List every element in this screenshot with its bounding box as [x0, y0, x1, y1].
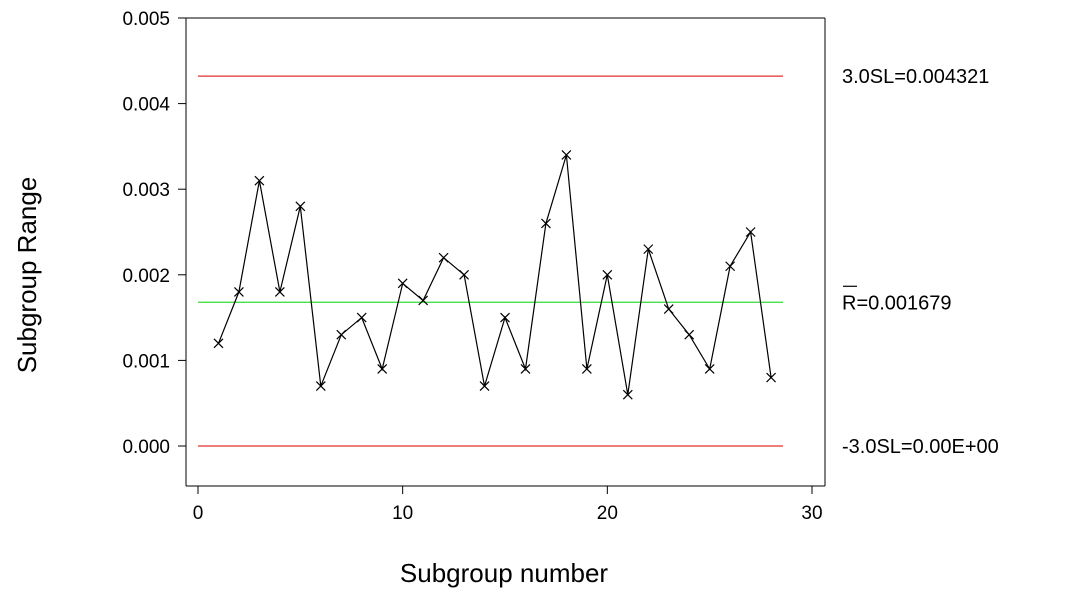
data-point-marker: [581, 364, 592, 374]
marker-stroke: [479, 381, 490, 392]
marker-stroke: [459, 269, 469, 280]
data-point-marker: [234, 286, 244, 297]
data-point-marker: [643, 244, 654, 255]
data-point-marker: [541, 218, 551, 229]
marker-stroke: [766, 372, 776, 383]
data-point-marker: [418, 295, 429, 306]
marker-stroke: [254, 175, 265, 186]
y-tick-label: 0.002: [122, 266, 170, 287]
marker-stroke: [520, 364, 531, 374]
marker-stroke: [581, 364, 592, 374]
y-tick-label: 0.001: [122, 351, 170, 372]
marker-stroke: [438, 252, 449, 263]
data-point-marker: [602, 269, 613, 280]
data-point-marker: [377, 364, 388, 374]
marker-stroke: [704, 364, 715, 374]
data-point-marker: [274, 286, 285, 297]
data-point-marker: [459, 269, 469, 280]
data-point-marker: [315, 381, 326, 392]
marker-stroke: [602, 269, 613, 280]
data-point-marker: [397, 278, 408, 289]
y-tick-label: 0.004: [122, 95, 170, 116]
marker-stroke: [561, 150, 572, 160]
x-tick-label: 10: [392, 503, 413, 524]
data-point-marker: [766, 372, 776, 383]
data-point-marker: [704, 364, 715, 374]
x-tick-label: 20: [597, 503, 618, 524]
series-line: [217, 154, 772, 395]
data-point-marker: [500, 312, 510, 323]
marker-stroke: [684, 329, 695, 340]
marker-stroke: [418, 295, 429, 306]
marker-stroke: [397, 278, 408, 289]
y-axis-title: Subgroup Range: [12, 177, 42, 374]
data-point-marker: [520, 364, 531, 374]
marker-stroke: [663, 304, 674, 314]
y-tick-label: 0.000: [122, 437, 170, 458]
marker-stroke: [213, 338, 224, 349]
x-tick-label: 0: [193, 503, 204, 524]
data-point-marker: [745, 227, 756, 237]
marker-stroke: [725, 261, 736, 272]
reference-line-label: R=0.001679: [842, 292, 952, 314]
data-point-marker: [438, 252, 449, 263]
marker-stroke: [377, 364, 388, 374]
x-axis-title: Subgroup number: [400, 558, 608, 588]
marker-stroke: [745, 227, 756, 237]
marker-stroke: [622, 389, 633, 400]
marker-stroke: [643, 244, 654, 255]
data-point-marker: [295, 201, 306, 212]
data-point-marker: [213, 338, 224, 349]
marker-stroke: [500, 312, 510, 323]
data-point-marker: [479, 381, 490, 392]
y-tick-label: 0.003: [122, 180, 170, 201]
marker-stroke: [336, 329, 347, 340]
marker-stroke: [295, 201, 306, 212]
reference-line-label: 3.0SL=0.004321: [842, 66, 989, 88]
marker-stroke: [541, 218, 551, 229]
marker-stroke: [234, 286, 244, 297]
marker-stroke: [315, 381, 326, 392]
marker-stroke: [274, 286, 285, 297]
data-point-marker: [356, 312, 367, 323]
data-point-marker: [663, 304, 674, 314]
x-tick-label: 30: [801, 503, 822, 524]
data-point-marker: [561, 150, 572, 160]
data-point-marker: [725, 261, 736, 272]
data-point-marker: [622, 389, 633, 400]
data-point-marker: [254, 175, 265, 186]
data-point-marker: [684, 329, 695, 340]
marker-stroke: [356, 312, 367, 323]
data-point-marker: [336, 329, 347, 340]
reference-line-label: -3.0SL=0.00E+00: [842, 436, 999, 458]
y-tick-label: 0.005: [122, 9, 170, 30]
